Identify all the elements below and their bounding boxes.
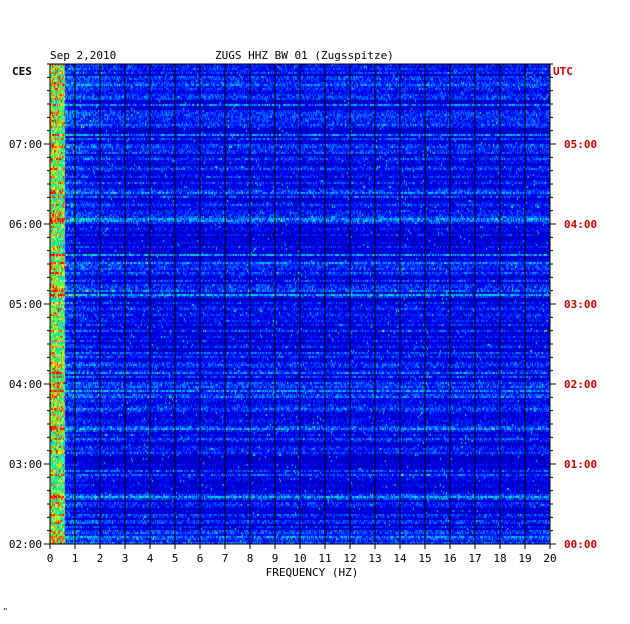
x-tick-label: 2	[97, 552, 104, 565]
x-tick-label: 18	[493, 552, 506, 565]
x-tick-label: 9	[272, 552, 279, 565]
x-tick-label: 20	[543, 552, 556, 565]
x-tick-label: 5	[172, 552, 179, 565]
right-timezone-label: UTC	[553, 65, 573, 78]
x-axis-label: FREQUENCY (HZ)	[266, 566, 359, 579]
x-tick-label: 0	[47, 552, 54, 565]
y-left-tick-label: 07:00	[9, 138, 42, 151]
y-left-tick-label: 02:00	[9, 538, 42, 551]
x-tick-label: 17	[468, 552, 481, 565]
y-right-tick-label: 03:00	[564, 298, 597, 311]
x-tick-label: 14	[393, 552, 407, 565]
station-title: ZUGS HHZ BW 01 (Zugsspitze)	[215, 49, 394, 62]
x-tick-label: 4	[147, 552, 154, 565]
x-tick-label: 6	[197, 552, 204, 565]
left-timezone-label: CES	[12, 65, 32, 78]
y-left-tick-label: 04:00	[9, 378, 42, 391]
y-left-tick-label: 06:00	[9, 218, 42, 231]
x-tick-label: 13	[368, 552, 381, 565]
y-left-tick-label: 03:00	[9, 458, 42, 471]
x-tick-label: 7	[222, 552, 229, 565]
x-tick-label: 19	[518, 552, 531, 565]
corner-mark: "	[3, 607, 8, 616]
x-tick-label: 15	[418, 552, 431, 565]
x-tick-label: 11	[318, 552, 331, 565]
y-right-tick-label: 01:00	[564, 458, 597, 471]
x-tick-label: 3	[122, 552, 129, 565]
y-right-tick-label: 05:00	[564, 138, 597, 151]
x-tick-label: 1	[72, 552, 79, 565]
x-tick-label: 10	[293, 552, 306, 565]
x-tick-label: 12	[343, 552, 356, 565]
y-right-tick-label: 00:00	[564, 538, 597, 551]
date-label: Sep 2,2010	[50, 49, 116, 62]
y-left-tick-label: 05:00	[9, 298, 42, 311]
x-tick-label: 8	[247, 552, 254, 565]
y-right-tick-label: 04:00	[564, 218, 597, 231]
grid-lines	[49, 63, 551, 545]
y-right-tick-label: 02:00	[564, 378, 597, 391]
x-tick-label: 16	[443, 552, 456, 565]
axis-ticks	[44, 63, 556, 549]
